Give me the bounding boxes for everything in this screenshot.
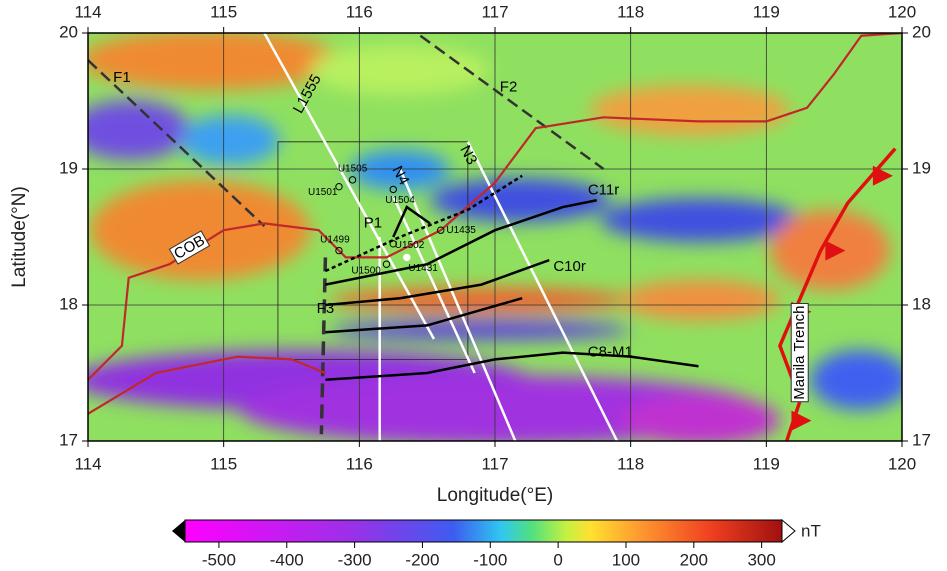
cob-line bbox=[88, 355, 326, 415]
site-marker bbox=[348, 176, 357, 184]
colorbar-tick-label: -100 bbox=[473, 550, 507, 569]
y-tick-label: 18 bbox=[59, 294, 78, 313]
line-label: F1 bbox=[113, 69, 131, 86]
colorbar-tick-label: -500 bbox=[202, 550, 236, 569]
trench-tooth bbox=[825, 240, 846, 261]
x-tick-label: 118 bbox=[617, 2, 644, 21]
colorbar-tick-label: -300 bbox=[338, 550, 372, 569]
triangle-outline bbox=[392, 205, 431, 238]
trench-tooth bbox=[791, 410, 812, 431]
site-label: U1431 bbox=[408, 263, 438, 274]
x-tick-label: 117 bbox=[481, 454, 508, 473]
colorbar-high-arrow bbox=[781, 518, 796, 544]
x-tick-label: 114 bbox=[74, 454, 101, 473]
x-tick-label: 116 bbox=[346, 2, 373, 21]
seismic-line bbox=[398, 168, 517, 441]
x-tick-label: 119 bbox=[753, 454, 780, 473]
x-tick-label: 118 bbox=[617, 454, 644, 473]
line-label: C10r bbox=[553, 258, 586, 275]
x-tick-label: 120 bbox=[888, 2, 916, 21]
x-tick-label: 120 bbox=[888, 454, 916, 473]
y-tick-label: 19 bbox=[59, 158, 78, 177]
x-tick-label: 114 bbox=[74, 2, 101, 21]
site-marker bbox=[382, 260, 391, 268]
isochron bbox=[325, 199, 597, 286]
site-marker bbox=[389, 185, 397, 194]
y-tick-label: 20 bbox=[59, 22, 78, 41]
colorbar-low-arrow bbox=[172, 520, 185, 542]
colorbar-tick-label: 0 bbox=[553, 550, 562, 569]
site-label: U1501 bbox=[308, 187, 338, 198]
colorbar-tick-label: 200 bbox=[680, 550, 708, 569]
site-marker bbox=[335, 246, 343, 255]
x-tick-label: 119 bbox=[753, 2, 780, 21]
y-tick-label: 20 bbox=[912, 22, 931, 41]
colorbar bbox=[184, 519, 783, 543]
y-tick-label: 19 bbox=[912, 158, 931, 177]
cob-line bbox=[88, 33, 902, 381]
isochron bbox=[325, 258, 550, 307]
site-label: U1435 bbox=[446, 225, 476, 236]
y-tick-label: 17 bbox=[912, 430, 931, 449]
fault-line bbox=[419, 34, 605, 171]
isochron bbox=[325, 296, 523, 334]
trench-tooth bbox=[872, 165, 893, 186]
isochron bbox=[325, 351, 699, 382]
seismic-line bbox=[263, 33, 436, 340]
colorbar-tick-label: -200 bbox=[405, 550, 439, 569]
site-marker bbox=[403, 253, 411, 262]
y-tick-label: 17 bbox=[59, 430, 78, 449]
y-axis-label: Latitude(°N) bbox=[9, 186, 30, 288]
x-tick-label: 115 bbox=[210, 2, 237, 21]
y-tick-label: 18 bbox=[912, 294, 931, 313]
site-marker bbox=[437, 226, 445, 234]
site-label: U1504 bbox=[385, 195, 415, 206]
x-tick-label: 115 bbox=[210, 454, 237, 473]
line-label: C8-M1 bbox=[588, 344, 633, 361]
label-box bbox=[790, 302, 809, 403]
site-marker bbox=[335, 182, 343, 191]
fault-line bbox=[88, 59, 266, 228]
line-label: Manila Trench bbox=[791, 305, 808, 399]
x-axis-label: Longitude(°E) bbox=[437, 485, 553, 506]
site-label: U1500 bbox=[351, 266, 381, 277]
colorbar-tick-label: 100 bbox=[612, 550, 640, 569]
line-label: P1 bbox=[364, 214, 382, 231]
colorbar-tick-label: 300 bbox=[747, 550, 775, 569]
colorbar-unit: nT bbox=[801, 521, 821, 540]
line-label: F3 bbox=[317, 300, 335, 317]
x-tick-label: 116 bbox=[346, 454, 373, 473]
label-box bbox=[168, 230, 211, 265]
seismic-line bbox=[392, 195, 476, 374]
line-label: C11r bbox=[588, 182, 619, 199]
site-label: U1499 bbox=[320, 234, 350, 245]
x-tick-label: 117 bbox=[481, 2, 508, 21]
seismic-line bbox=[466, 141, 619, 441]
site-label: U1505 bbox=[338, 164, 368, 175]
line-label: F2 bbox=[500, 78, 518, 95]
site-label: U1502 bbox=[395, 240, 425, 251]
colorbar-tick-label: -400 bbox=[270, 550, 304, 569]
site-marker bbox=[389, 240, 397, 248]
fault-line bbox=[319, 257, 328, 435]
